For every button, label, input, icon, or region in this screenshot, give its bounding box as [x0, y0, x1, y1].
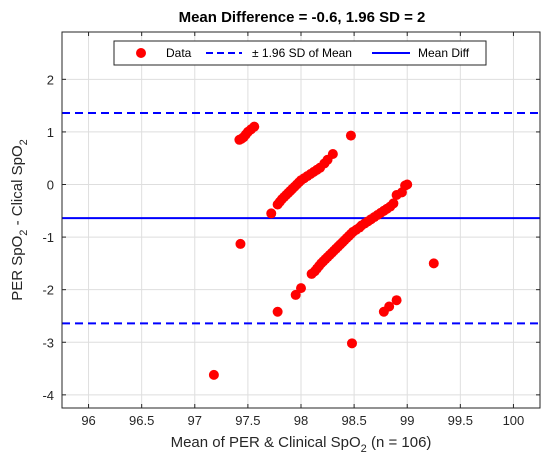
chart-title: Mean Difference = -0.6, 1.96 SD = 2 [179, 9, 426, 26]
data-point [346, 338, 357, 349]
y-tick-label: 2 [47, 72, 54, 87]
legend-data-marker [136, 48, 146, 58]
data-point [249, 121, 260, 132]
x-tick-label: 99.5 [448, 413, 473, 428]
x-tick-label: 98 [294, 413, 308, 428]
ticks: 96 96.5 97 97.5 98 98.5 99 99.5 100 -4 -3 -2 -1 0 1 2 [42, 32, 540, 428]
data-point [235, 238, 246, 249]
data-point [290, 289, 301, 300]
data-point [400, 180, 411, 191]
data-point [208, 369, 219, 380]
data-point [272, 306, 283, 317]
x-tick-label: 98.5 [341, 413, 366, 428]
plot-area: 96 96.5 97 97.5 98 98.5 99 99.5 100 -4 -3 -2 -1 0 1 2 [42, 31, 541, 428]
legend-data-label: Data [166, 46, 192, 60]
x-axis-label: Mean of PER & Clinical SpO2 (n = 106) [171, 434, 432, 455]
y-tick-label: -1 [42, 230, 54, 245]
data-point [266, 208, 277, 219]
x-tick-label: 96.5 [129, 413, 154, 428]
data-points [208, 121, 439, 380]
data-point [388, 198, 399, 209]
data-point [327, 149, 338, 160]
x-tick-label: 99 [400, 413, 414, 428]
x-tick-label: 100 [503, 413, 525, 428]
y-tick-label: 1 [47, 125, 54, 140]
x-tick-label: 97.5 [235, 413, 260, 428]
x-tick-label: 96 [81, 413, 95, 428]
data-point [296, 283, 306, 294]
legend-box [113, 40, 487, 66]
y-tick-label: -2 [42, 283, 54, 298]
data-point [384, 301, 395, 312]
y-tick-label: -3 [42, 335, 54, 350]
legend: Data ± 1.96 SD of Mean Mean Diff [113, 40, 487, 66]
y-tick-label: -4 [42, 388, 54, 403]
y-axis-label: PER SpO2 - Clical SpO2 [9, 139, 30, 300]
legend-mean-label: Mean Diff [418, 46, 470, 60]
data-point [428, 258, 439, 269]
y-tick-label: 0 [47, 178, 54, 193]
reference-lines [62, 111, 540, 325]
x-tick-label: 97 [188, 413, 202, 428]
data-point [345, 130, 356, 141]
legend-sd-label: ± 1.96 SD of Mean [252, 46, 352, 60]
data-point [391, 295, 402, 306]
